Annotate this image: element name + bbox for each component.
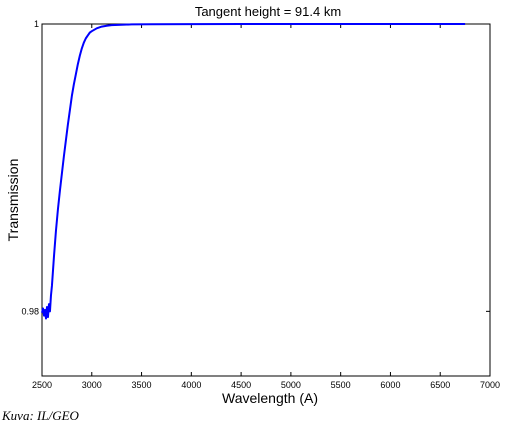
series-layer [41,23,466,320]
x-tick-label: 3500 [132,380,152,390]
y-tick-label: 1 [34,19,39,29]
plot-area [41,23,491,377]
ticks: 2500 3000 3500 4000 4500 5000 5500 6000 6500 7000… [21,19,500,390]
x-tick-label: 3000 [82,380,102,390]
x-tick-label: 7000 [480,380,500,390]
x-axis-label: Wavelength (A) [222,390,318,406]
x-tick-label: 6000 [380,380,400,390]
y-axis-label: Transmission [5,159,21,242]
x-tick-label: 5500 [331,380,351,390]
chart-title: Tangent height = 91.4 km [195,4,341,19]
series-line [41,23,466,320]
chart: Tangent height = 91.4 km Wavelength (A) … [5,4,500,406]
x-tick-label: 2500 [32,380,52,390]
x-tick-label: 5000 [281,380,301,390]
x-tick-label: 6500 [430,380,450,390]
y-tick-label: 0.98 [21,306,39,316]
x-tick-label: 4500 [231,380,251,390]
x-tick-label: 4000 [181,380,201,390]
image-credit: Kuva: IL/GEO [2,408,79,423]
